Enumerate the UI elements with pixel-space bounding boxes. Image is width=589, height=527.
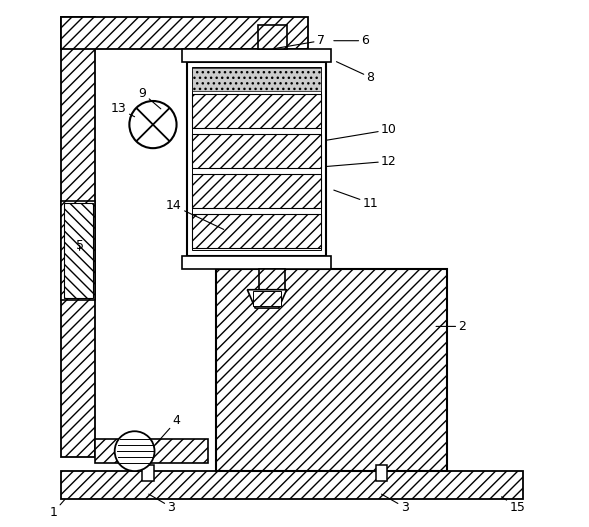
- Bar: [182, 256, 331, 269]
- Bar: [95, 439, 208, 463]
- Text: 14: 14: [166, 199, 224, 229]
- Text: 2: 2: [436, 320, 466, 333]
- Bar: [216, 269, 446, 471]
- Bar: [192, 68, 321, 91]
- Text: 9: 9: [138, 86, 161, 109]
- Text: 6: 6: [334, 34, 369, 47]
- Text: 15: 15: [502, 497, 525, 514]
- Bar: [192, 67, 321, 250]
- Text: 10: 10: [326, 123, 397, 140]
- Bar: [61, 17, 95, 457]
- Text: 8: 8: [336, 62, 375, 84]
- Circle shape: [115, 431, 154, 471]
- Bar: [182, 48, 331, 62]
- Text: 4: 4: [155, 414, 180, 444]
- Bar: [61, 17, 307, 48]
- Polygon shape: [247, 290, 287, 308]
- Bar: [61, 201, 95, 300]
- Bar: [61, 471, 522, 500]
- Circle shape: [130, 101, 177, 148]
- Text: 3: 3: [149, 494, 176, 514]
- Bar: [143, 465, 154, 481]
- Bar: [64, 203, 92, 298]
- Bar: [192, 134, 321, 168]
- Bar: [376, 465, 388, 481]
- Bar: [192, 214, 321, 248]
- Bar: [259, 62, 285, 269]
- Bar: [253, 291, 282, 307]
- Bar: [192, 174, 321, 208]
- Text: 7: 7: [274, 34, 325, 48]
- Bar: [187, 62, 326, 256]
- Bar: [259, 269, 285, 290]
- Text: 3: 3: [382, 494, 409, 514]
- Text: 11: 11: [334, 190, 378, 210]
- Text: 12: 12: [326, 155, 397, 168]
- Bar: [258, 25, 287, 48]
- Bar: [192, 94, 321, 128]
- Text: 1: 1: [49, 500, 65, 519]
- Text: 5: 5: [75, 239, 84, 252]
- Text: 13: 13: [111, 102, 135, 116]
